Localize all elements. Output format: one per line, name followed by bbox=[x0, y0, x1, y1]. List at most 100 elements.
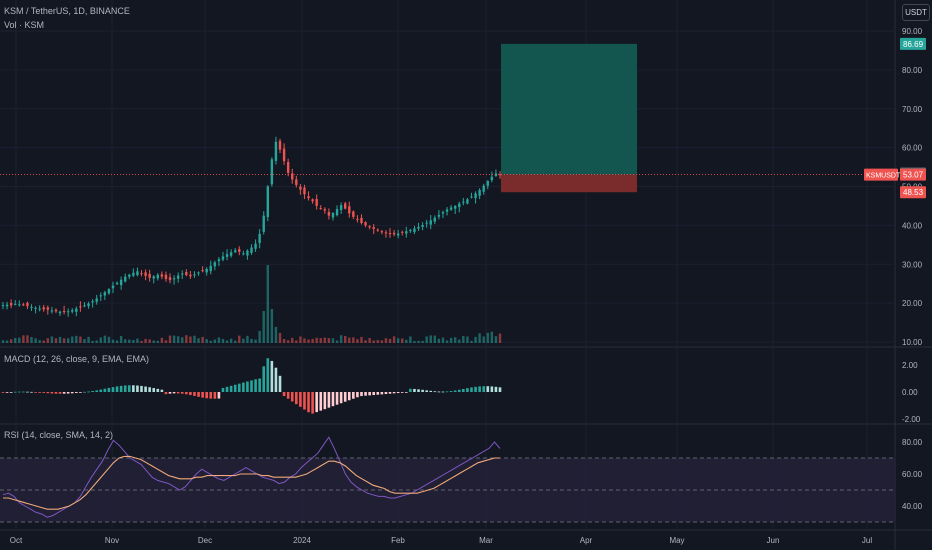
macd-bar bbox=[409, 388, 412, 392]
macd-bar bbox=[233, 384, 237, 392]
candle-body bbox=[352, 211, 355, 217]
rsi-line bbox=[2, 436, 501, 518]
rsi-label[interactable]: RSI (14, close, SMA, 14, 2) bbox=[4, 430, 114, 440]
macd-bar bbox=[205, 392, 208, 399]
candle-body bbox=[392, 232, 396, 235]
macd-bar bbox=[95, 390, 98, 392]
candle-body bbox=[323, 209, 327, 211]
macd-bar bbox=[295, 392, 298, 405]
candle-body bbox=[99, 295, 102, 297]
candle-body bbox=[429, 220, 432, 225]
volume-indicator-label[interactable]: Vol · KSM bbox=[4, 20, 45, 30]
candle-body bbox=[246, 250, 249, 256]
candlestick-series[interactable] bbox=[1, 136, 502, 317]
macd-bar bbox=[478, 386, 481, 392]
volume-bar bbox=[205, 339, 208, 343]
macd-bar bbox=[343, 392, 347, 402]
volume-bar bbox=[323, 337, 327, 343]
last-price-tag: 53.07 bbox=[903, 171, 924, 180]
candle-body bbox=[498, 174, 502, 176]
macd-bar bbox=[347, 392, 351, 401]
long-position-tool[interactable] bbox=[501, 43, 637, 193]
candle-body bbox=[409, 230, 412, 232]
macd-bar bbox=[339, 392, 343, 404]
volume-bar bbox=[437, 338, 441, 343]
volume-bar bbox=[331, 338, 335, 343]
candle-body bbox=[124, 276, 127, 282]
volume-bar bbox=[75, 335, 78, 343]
volume-bar bbox=[111, 339, 115, 343]
macd-bar bbox=[335, 392, 339, 405]
macd-bar bbox=[17, 391, 21, 393]
macd-bar bbox=[123, 385, 127, 392]
candle-body bbox=[34, 307, 37, 309]
macd-tick-label: -2.00 bbox=[902, 415, 921, 424]
volume-bar bbox=[197, 338, 200, 343]
macd-bar bbox=[262, 366, 266, 392]
candle-body bbox=[360, 217, 363, 224]
candle-body bbox=[376, 229, 379, 231]
macd-bar bbox=[449, 391, 453, 392]
candle-body bbox=[474, 193, 477, 199]
volume-bar bbox=[413, 340, 416, 343]
macd-label[interactable]: MACD (12, 26, close, 9, EMA, EMA) bbox=[4, 354, 150, 364]
price-tick-label: 80.00 bbox=[902, 66, 923, 75]
macd-bar bbox=[470, 387, 473, 392]
candle-body bbox=[229, 252, 233, 256]
volume-bar bbox=[360, 336, 363, 343]
rsi-pane bbox=[0, 436, 895, 523]
candle-body bbox=[152, 276, 155, 279]
macd-bar bbox=[270, 360, 274, 392]
macd-bar bbox=[127, 385, 131, 392]
candle-body bbox=[238, 249, 241, 252]
volume-bar bbox=[5, 340, 9, 343]
volume-bar bbox=[319, 338, 322, 343]
candle-body bbox=[189, 274, 192, 277]
candle-body bbox=[311, 199, 314, 202]
macd-bar bbox=[185, 392, 188, 395]
candle-body bbox=[168, 277, 172, 281]
macd-bar bbox=[38, 392, 41, 393]
candle-body bbox=[478, 189, 481, 196]
macd-bar bbox=[441, 391, 445, 393]
macd-bar bbox=[364, 392, 367, 396]
volume-bar bbox=[124, 339, 127, 343]
candle-body bbox=[160, 274, 164, 277]
candle-body bbox=[401, 231, 404, 233]
candle-body bbox=[71, 310, 74, 312]
volume-bar bbox=[498, 333, 502, 343]
macd-bar bbox=[311, 392, 314, 414]
candle-body bbox=[413, 228, 416, 233]
volume-bar bbox=[421, 340, 424, 343]
currency-button[interactable]: USDT bbox=[902, 4, 930, 21]
macd-bar bbox=[352, 392, 355, 399]
volume-bar bbox=[30, 336, 33, 343]
volume-bar bbox=[270, 309, 274, 343]
candle-body bbox=[42, 307, 45, 310]
volume-bar bbox=[364, 340, 367, 343]
candle-body bbox=[50, 310, 54, 312]
candle-body bbox=[38, 308, 41, 310]
candle-body bbox=[148, 273, 151, 278]
macd-bar bbox=[164, 392, 168, 395]
target-price-tag-bg bbox=[900, 37, 926, 50]
volume-bar bbox=[250, 338, 253, 343]
macd-bar bbox=[9, 392, 13, 393]
volume-bar bbox=[462, 335, 465, 343]
macd-bar bbox=[433, 391, 437, 393]
candle-body bbox=[242, 253, 245, 255]
time-tick-label: May bbox=[669, 536, 684, 545]
macd-bar bbox=[221, 387, 225, 392]
macd-bar bbox=[30, 391, 33, 393]
symbol-title[interactable]: KSM / TetherUS, 1D, BINANCE bbox=[4, 6, 130, 16]
macd-bar bbox=[111, 387, 115, 392]
volume-bar bbox=[453, 337, 457, 343]
price-tick-label: 60.00 bbox=[902, 144, 923, 153]
macd-histogram bbox=[1, 358, 502, 414]
candle-body bbox=[315, 199, 318, 206]
volume-bar bbox=[185, 335, 188, 343]
candle-body bbox=[9, 302, 13, 306]
volume-bar bbox=[18, 337, 21, 343]
